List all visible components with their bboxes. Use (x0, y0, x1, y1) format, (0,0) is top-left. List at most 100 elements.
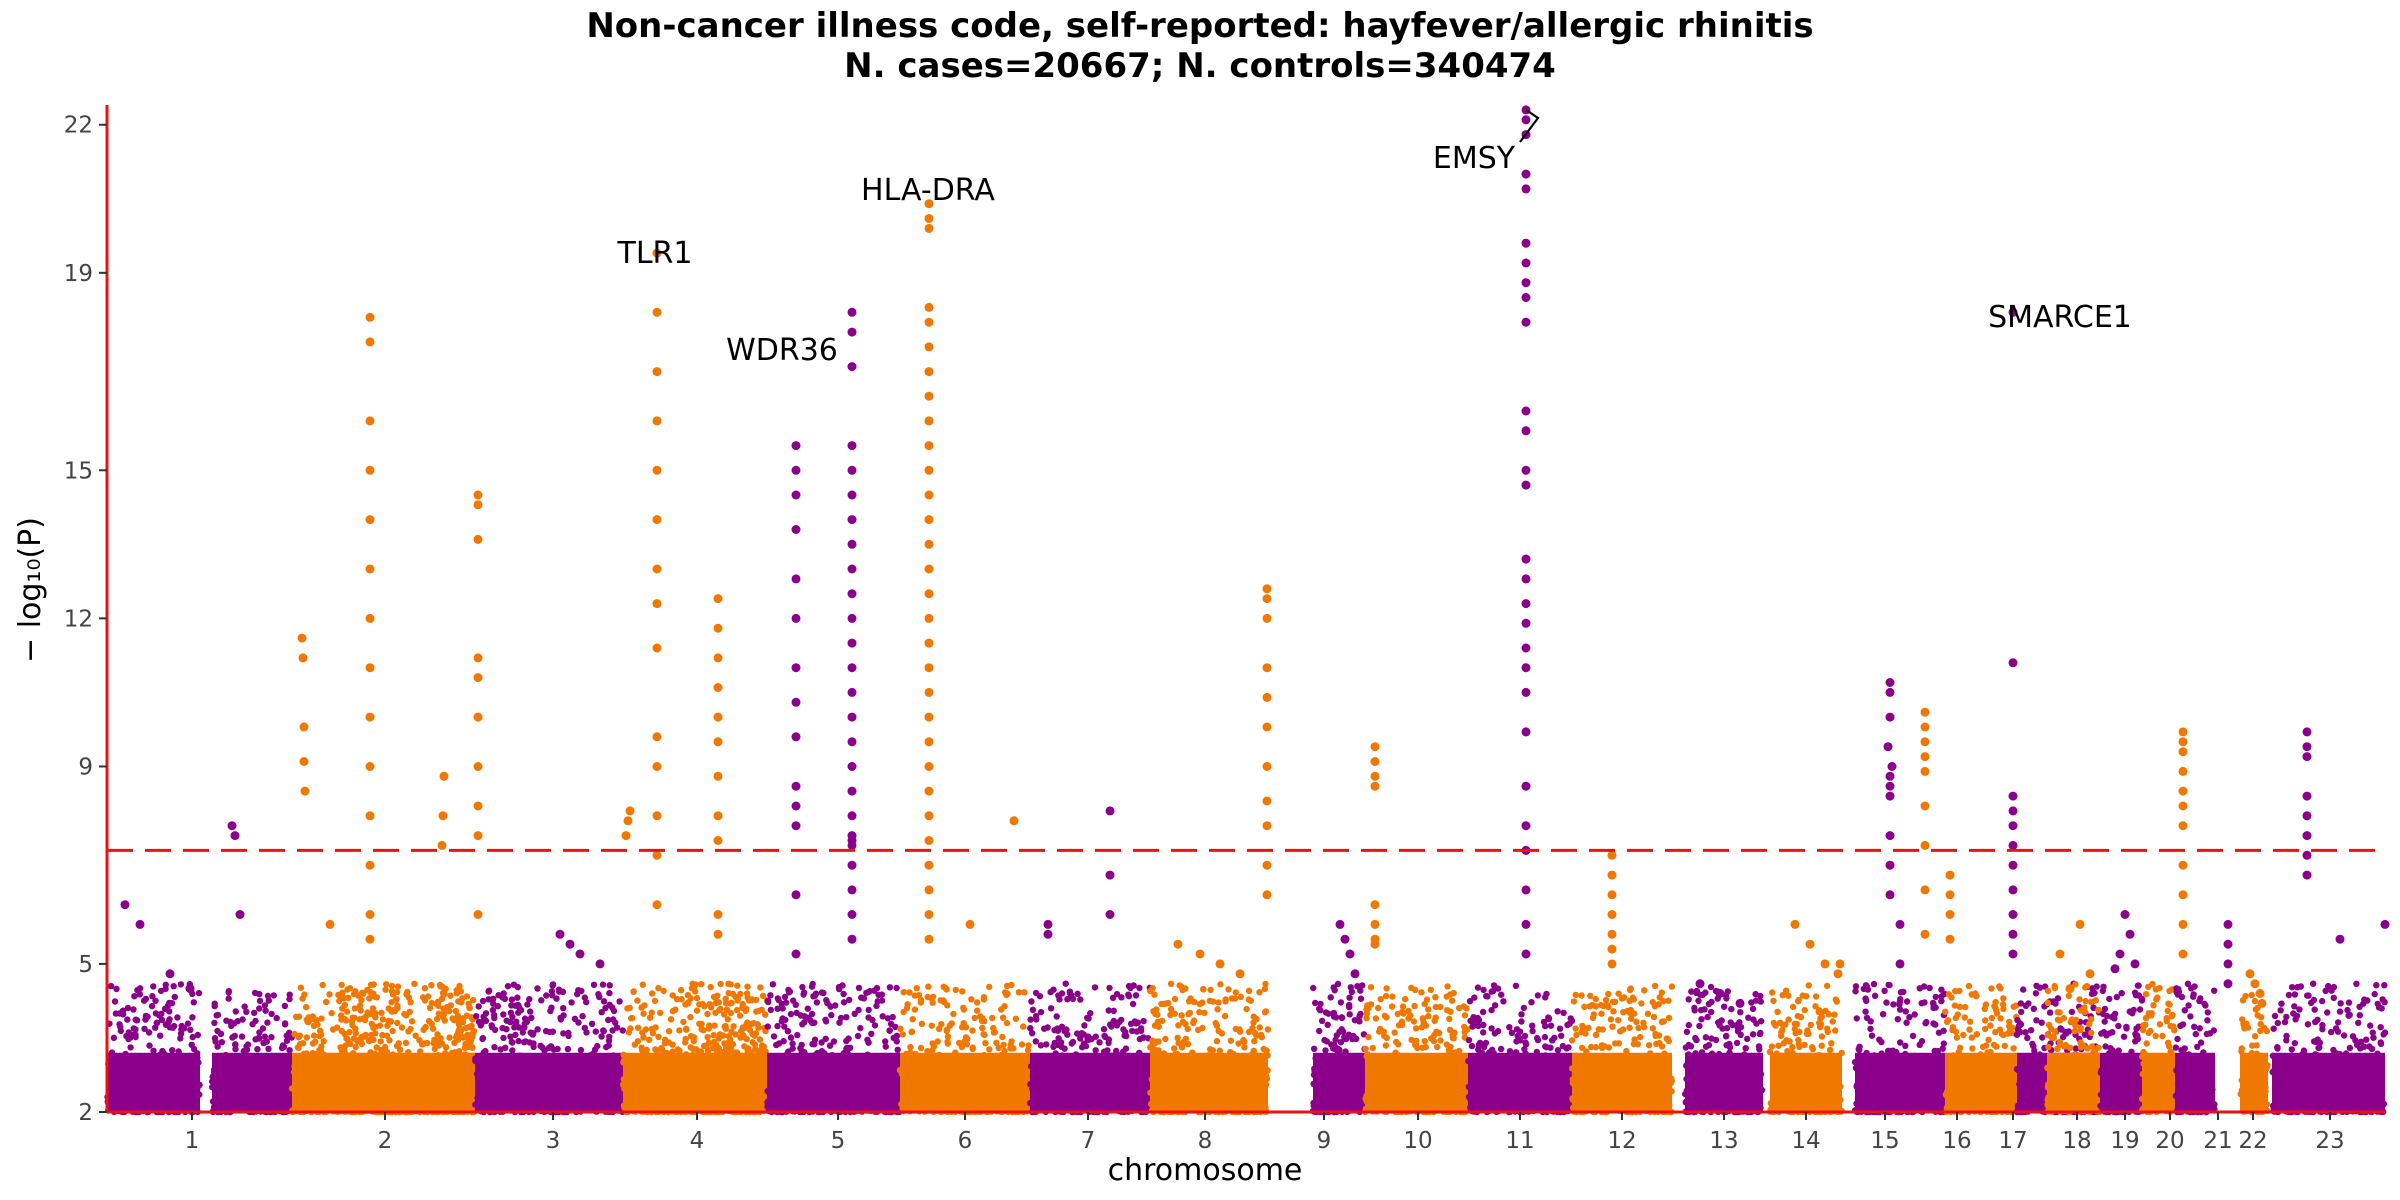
snp-point (652, 1024, 659, 1031)
snp-point (746, 1072, 753, 1079)
snp-point (215, 1094, 222, 1101)
snp-point (422, 1070, 429, 1078)
snp-point (168, 1000, 176, 1007)
snp-point (928, 1022, 935, 1029)
snp-point (479, 1018, 486, 1026)
snp-point (732, 993, 739, 1001)
snp-point (458, 999, 465, 1006)
snp-point (1217, 1091, 1224, 1098)
snp-point (1366, 1104, 1374, 1111)
snp-point (398, 1024, 406, 1031)
snp-point (388, 982, 396, 990)
snp-point (870, 1092, 877, 1100)
snp-point (264, 1019, 271, 1026)
snp-point (809, 1096, 816, 1103)
snp-point (820, 989, 827, 997)
snp-point (1334, 980, 1342, 988)
snp-point (733, 1006, 741, 1014)
snp-point (966, 1098, 974, 1106)
snp-point (301, 991, 308, 998)
snp-point (689, 1102, 697, 1109)
snp-point (538, 997, 545, 1004)
snp-point (790, 997, 797, 1004)
snp-point (487, 1054, 494, 1062)
snp-point (719, 1103, 726, 1110)
snp-point (662, 1036, 669, 1044)
snp-point (999, 1055, 1006, 1063)
snp-point (1400, 1093, 1407, 1100)
snp-point (1148, 1076, 1156, 1083)
snp-point (609, 1016, 617, 1023)
snp-point (950, 1068, 958, 1076)
snp-point (271, 1087, 279, 1095)
snp-point (432, 1070, 440, 1078)
snp-point (395, 1092, 402, 1099)
snp-point (979, 1015, 986, 1022)
snp-point (394, 1004, 401, 1012)
snp-point (1088, 1071, 1095, 1079)
snp-point (332, 1060, 339, 1067)
snp-point (232, 1068, 239, 1075)
snp-point (375, 1063, 383, 1071)
snp-point (521, 1039, 528, 1046)
snp-point (1388, 1003, 1396, 1010)
snp-point (1248, 1091, 1255, 1098)
snp-point (968, 996, 975, 1003)
snp-point (1434, 1072, 1442, 1079)
snp-point (542, 1027, 550, 1035)
snp-point (478, 1058, 486, 1065)
snp-point (706, 1022, 713, 1029)
snp-point (790, 1102, 798, 1109)
snp-point (794, 1031, 801, 1039)
snp-point (1171, 995, 1179, 1003)
snp-point (754, 1066, 761, 1073)
snp-point (1319, 1064, 1326, 1071)
snp-point (1419, 1015, 1427, 1022)
peak-point (791, 801, 801, 811)
snp-point (1179, 1018, 1187, 1025)
snp-point (1379, 1088, 1387, 1096)
snp-point (252, 1017, 259, 1025)
snp-point (739, 1003, 747, 1011)
snp-point (894, 1046, 901, 1054)
snp-point (1338, 1014, 1346, 1021)
snp-point (575, 1019, 582, 1026)
snp-point (945, 1099, 953, 1106)
snp-point (999, 1014, 1007, 1021)
snp-point (1364, 1054, 1371, 1061)
snp-point (125, 1035, 132, 1043)
snp-point (237, 1064, 244, 1071)
snp-point (227, 1057, 234, 1065)
snp-point (915, 1101, 922, 1108)
snp-point (1130, 982, 1137, 989)
snp-point (851, 1077, 858, 1085)
snp-point (745, 1088, 752, 1095)
snp-point (586, 1052, 594, 1059)
snp-point (989, 1014, 996, 1022)
snp-point (1357, 995, 1365, 1002)
snp-point (1397, 1087, 1405, 1095)
snp-point (315, 1103, 322, 1111)
peak-point (924, 885, 934, 895)
snp-point (1322, 1047, 1329, 1054)
snp-point (581, 1055, 588, 1062)
snp-point (1412, 1041, 1419, 1049)
snp-point (1211, 1060, 1218, 1068)
snp-point (1323, 1101, 1331, 1108)
snp-point (549, 981, 557, 988)
snp-point (376, 1079, 383, 1086)
snp-point (171, 993, 178, 1001)
snp-point (1095, 1059, 1103, 1066)
snp-point (932, 1092, 939, 1100)
snp-point (925, 983, 932, 990)
snp-point (1046, 1099, 1053, 1106)
snp-point (785, 1089, 792, 1096)
snp-point (1222, 996, 1229, 1003)
snp-point (1419, 1093, 1426, 1101)
snp-point (1410, 1018, 1418, 1025)
snp-point (148, 1052, 155, 1060)
snp-point (863, 1060, 870, 1068)
snp-point (147, 1083, 154, 1090)
snp-point (434, 1031, 441, 1038)
snp-point (882, 1043, 889, 1050)
